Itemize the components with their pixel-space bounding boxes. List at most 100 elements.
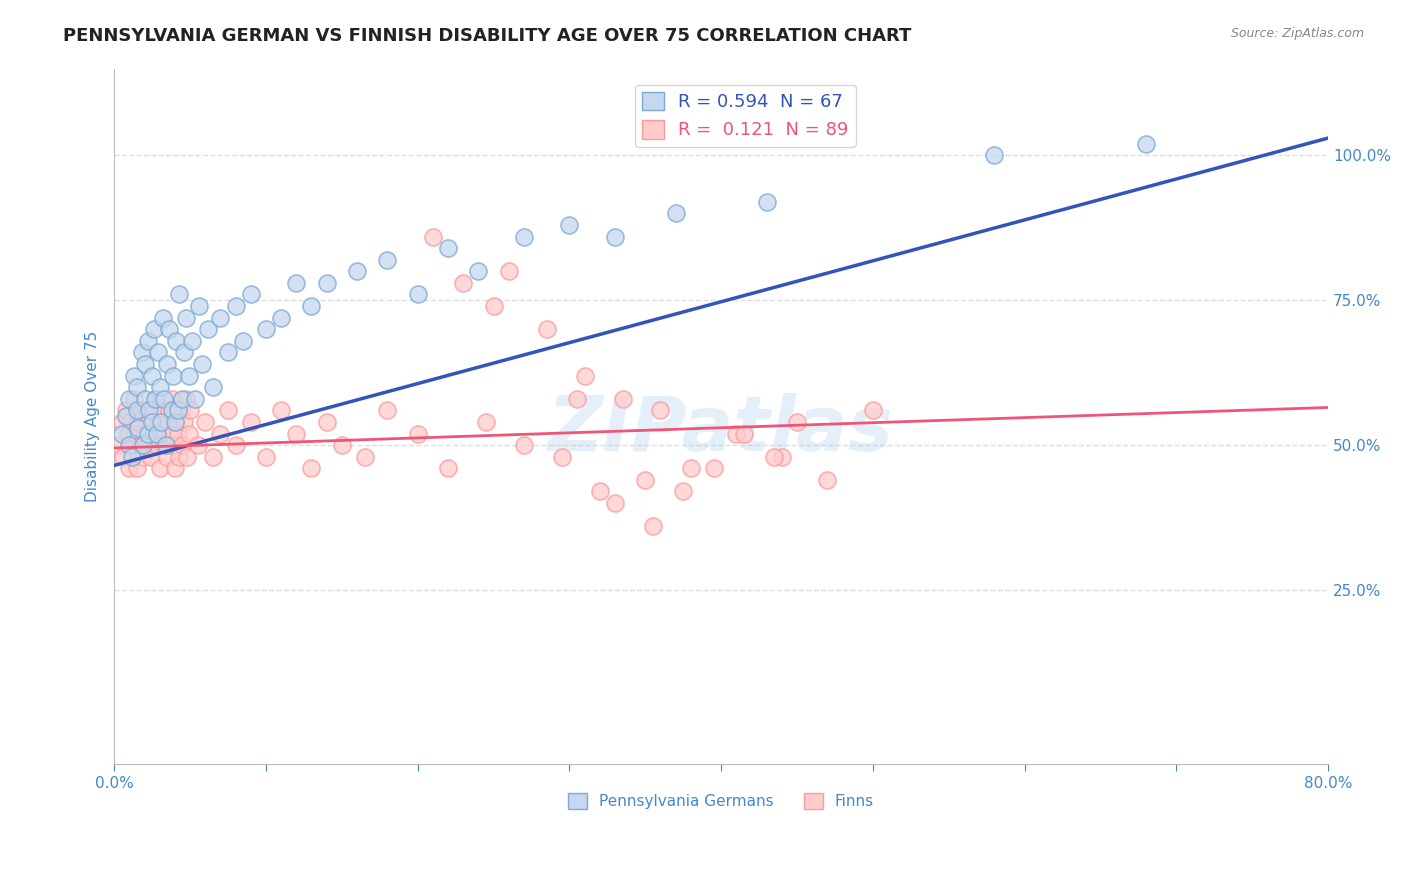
Point xyxy=(679,461,702,475)
Point xyxy=(121,438,143,452)
Point xyxy=(187,438,209,452)
Point xyxy=(174,392,197,406)
Point xyxy=(315,415,337,429)
Point xyxy=(152,403,174,417)
Point xyxy=(125,380,148,394)
Point xyxy=(862,403,884,417)
Point xyxy=(155,438,177,452)
Point xyxy=(612,392,634,406)
Point xyxy=(703,461,725,475)
Point xyxy=(513,229,536,244)
Point xyxy=(422,229,444,244)
Point xyxy=(162,368,184,383)
Point xyxy=(209,426,232,441)
Point xyxy=(437,241,460,255)
Point xyxy=(763,450,786,464)
Point xyxy=(551,450,574,464)
Point xyxy=(353,450,375,464)
Point xyxy=(498,264,520,278)
Point xyxy=(132,450,155,464)
Point xyxy=(134,426,156,441)
Point xyxy=(183,392,205,406)
Point xyxy=(163,415,186,429)
Point xyxy=(141,368,163,383)
Point xyxy=(176,450,198,464)
Point xyxy=(172,392,194,406)
Point xyxy=(150,415,173,429)
Point xyxy=(107,438,129,452)
Point xyxy=(375,403,398,417)
Point xyxy=(167,403,190,417)
Point xyxy=(315,276,337,290)
Point xyxy=(983,148,1005,162)
Point xyxy=(120,415,142,429)
Point xyxy=(143,392,166,406)
Point xyxy=(174,310,197,325)
Point xyxy=(191,357,214,371)
Point xyxy=(375,252,398,267)
Point xyxy=(346,264,368,278)
Point xyxy=(111,426,134,441)
Point xyxy=(136,334,159,348)
Point xyxy=(733,426,755,441)
Point xyxy=(160,403,183,417)
Point xyxy=(129,438,152,452)
Point xyxy=(173,345,195,359)
Point xyxy=(115,409,138,424)
Point xyxy=(217,403,239,417)
Point xyxy=(650,403,672,417)
Point xyxy=(138,415,160,429)
Y-axis label: Disability Age Over 75: Disability Age Over 75 xyxy=(86,331,100,502)
Point xyxy=(148,345,170,359)
Point xyxy=(672,484,695,499)
Point xyxy=(111,415,134,429)
Point xyxy=(134,357,156,371)
Point xyxy=(725,426,748,441)
Point xyxy=(141,403,163,417)
Point xyxy=(406,426,429,441)
Point xyxy=(270,403,292,417)
Point xyxy=(225,299,247,313)
Point xyxy=(225,438,247,452)
Point xyxy=(139,450,162,464)
Point xyxy=(162,438,184,452)
Point xyxy=(194,415,217,429)
Point xyxy=(156,450,179,464)
Point xyxy=(301,299,323,313)
Point xyxy=(121,450,143,464)
Point xyxy=(482,299,505,313)
Point xyxy=(209,310,232,325)
Point xyxy=(152,310,174,325)
Point xyxy=(565,392,588,406)
Point xyxy=(163,461,186,475)
Point xyxy=(142,426,165,441)
Point xyxy=(148,415,170,429)
Text: PENNSYLVANIA GERMAN VS FINNISH DISABILITY AGE OVER 75 CORRELATION CHART: PENNSYLVANIA GERMAN VS FINNISH DISABILIT… xyxy=(63,27,911,45)
Point xyxy=(157,322,180,336)
Point xyxy=(437,461,460,475)
Point xyxy=(177,368,200,383)
Point xyxy=(118,438,141,452)
Point xyxy=(122,392,145,406)
Point xyxy=(254,322,277,336)
Point xyxy=(254,450,277,464)
Point xyxy=(118,392,141,406)
Point xyxy=(330,438,353,452)
Point xyxy=(180,334,202,348)
Point xyxy=(786,415,808,429)
Point xyxy=(172,438,194,452)
Point xyxy=(170,403,193,417)
Point xyxy=(134,392,156,406)
Point xyxy=(149,461,172,475)
Text: ZIPatlas: ZIPatlas xyxy=(548,393,894,467)
Point xyxy=(115,403,138,417)
Point xyxy=(558,218,581,232)
Point xyxy=(475,415,498,429)
Point xyxy=(173,415,195,429)
Point xyxy=(136,438,159,452)
Point xyxy=(239,287,262,301)
Point xyxy=(201,450,224,464)
Point xyxy=(451,276,474,290)
Point xyxy=(125,461,148,475)
Point xyxy=(118,461,141,475)
